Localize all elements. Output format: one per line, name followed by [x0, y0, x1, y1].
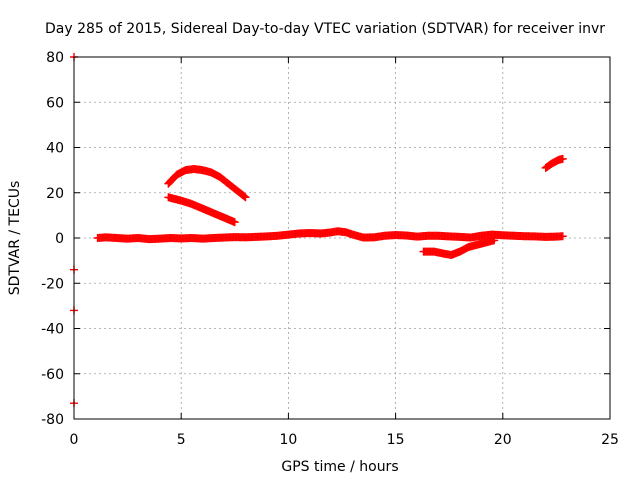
y-tick-label: 60 [46, 95, 64, 111]
x-tick-label: 0 [70, 432, 79, 448]
y-tick-label: 80 [46, 50, 64, 66]
data-point [558, 154, 567, 163]
data-point [490, 236, 499, 245]
y-tick-label: -40 [41, 322, 64, 338]
x-tick-label: 10 [279, 432, 297, 448]
x-tick-label: 25 [601, 432, 619, 448]
data-points [70, 53, 567, 408]
y-axis-label: SDTVAR / TECUs [7, 181, 23, 296]
y-tick-label: 40 [46, 141, 64, 157]
data-point [241, 193, 250, 202]
series-late-segment [541, 154, 567, 172]
y-tick-labels: -80 -60 -40 -20 0 20 40 60 80 [41, 50, 64, 428]
x-axis-label: GPS time / hours [281, 459, 398, 475]
data-point [239, 191, 248, 200]
x-tick-label: 5 [177, 432, 186, 448]
chart-title: Day 285 of 2015, Sidereal Day-to-day VTE… [45, 21, 605, 37]
series-lower-dip [419, 236, 499, 259]
series-descending-segment [164, 193, 239, 227]
x-tick-label: 15 [387, 432, 405, 448]
x-tick-label: 20 [494, 432, 512, 448]
series-upper-arc [164, 164, 250, 202]
y-tick-label: -80 [41, 412, 64, 428]
y-tick-label: 20 [46, 186, 64, 202]
y-tick-label: -60 [41, 367, 64, 383]
series-main-trace [93, 227, 567, 244]
data-point [558, 232, 567, 241]
data-point [240, 192, 249, 201]
y-tick-label: -20 [41, 276, 64, 292]
x-tick-labels: 0 5 10 15 20 25 [70, 432, 619, 448]
y-tick-label: 0 [55, 231, 64, 247]
plot-frame [73, 56, 611, 420]
data-point [230, 218, 239, 227]
